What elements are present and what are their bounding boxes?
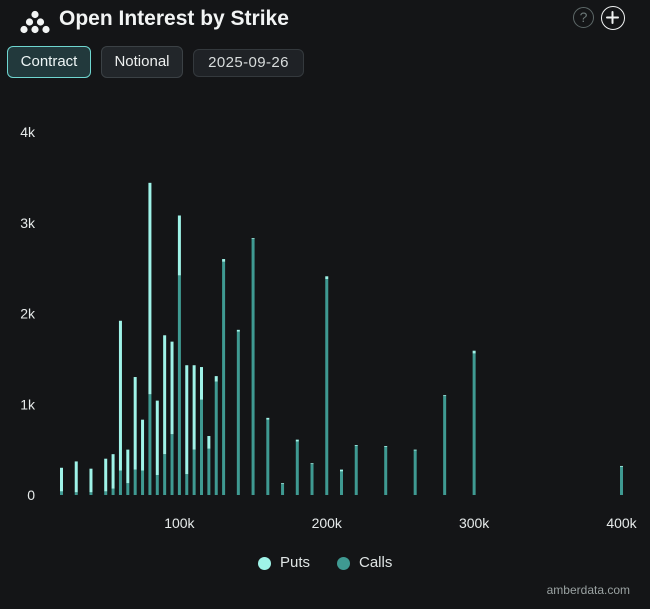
bar-calls bbox=[266, 419, 270, 495]
expiry-date-select[interactable]: 2025-09-26 bbox=[193, 49, 304, 77]
bar-puts bbox=[177, 215, 181, 276]
bar-puts bbox=[133, 377, 137, 470]
bar-puts bbox=[170, 341, 174, 435]
x-tick-label: 400k bbox=[606, 515, 637, 531]
watermark: amberdata.com bbox=[546, 583, 630, 597]
bar-puts bbox=[104, 458, 108, 492]
bar-puts bbox=[295, 439, 299, 442]
bar-puts bbox=[354, 445, 358, 446]
bar-puts bbox=[118, 320, 122, 471]
bar-calls bbox=[192, 449, 196, 495]
bar-puts bbox=[413, 449, 417, 451]
bar-puts bbox=[207, 436, 211, 449]
bar-calls bbox=[177, 275, 181, 495]
bar-puts bbox=[163, 335, 167, 455]
bar-puts bbox=[222, 259, 226, 262]
bar-puts bbox=[60, 467, 63, 492]
bar-puts bbox=[74, 461, 78, 493]
x-tick-label: 200k bbox=[312, 515, 343, 531]
y-tick-label: 0 bbox=[27, 487, 35, 503]
bar-puts bbox=[89, 468, 93, 493]
chart-legend: Puts Calls bbox=[0, 552, 650, 576]
bar-puts bbox=[325, 276, 329, 280]
bar-calls bbox=[163, 454, 167, 495]
open-interest-chart: 0 1k 2k 3k 4k 100k 200k 300k 400k bbox=[20, 124, 637, 531]
notional-toggle-button[interactable]: Notional bbox=[101, 46, 183, 78]
bar-calls bbox=[413, 450, 417, 495]
bar-puts bbox=[251, 238, 255, 240]
bar-puts bbox=[214, 376, 218, 382]
bar-calls bbox=[148, 394, 152, 495]
bar-calls bbox=[443, 396, 447, 495]
legend-swatch-puts bbox=[258, 557, 271, 570]
legend-label-calls: Calls bbox=[359, 554, 393, 571]
bar-calls bbox=[89, 492, 93, 495]
amberdata-logo-icon bbox=[20, 10, 50, 34]
bar-puts bbox=[141, 419, 145, 471]
bar-calls bbox=[310, 464, 314, 495]
bar-puts bbox=[266, 417, 270, 420]
bar-puts bbox=[155, 400, 159, 476]
bar-calls bbox=[281, 484, 285, 495]
legend-swatch-calls bbox=[337, 557, 350, 570]
bar-calls bbox=[236, 331, 240, 495]
y-tick-label: 4k bbox=[20, 124, 36, 140]
x-tick-label: 100k bbox=[164, 515, 195, 531]
bar-calls bbox=[295, 441, 299, 495]
help-circle-icon[interactable]: ? bbox=[573, 7, 594, 28]
bar-calls bbox=[340, 471, 343, 495]
bar-puts bbox=[126, 449, 130, 484]
plus-circle-icon[interactable] bbox=[601, 6, 625, 30]
bar-calls bbox=[60, 491, 63, 495]
contract-toggle-button[interactable]: Contract bbox=[7, 46, 91, 78]
y-tick-label: 1k bbox=[20, 396, 36, 412]
x-tick-label: 300k bbox=[459, 515, 490, 531]
bar-calls bbox=[384, 446, 388, 495]
bar-puts bbox=[443, 395, 447, 397]
bar-puts bbox=[384, 445, 388, 447]
bar-puts bbox=[281, 483, 285, 485]
bar-calls bbox=[251, 239, 255, 495]
bar-calls bbox=[111, 488, 115, 495]
bar-calls bbox=[214, 381, 218, 495]
bar-puts bbox=[185, 365, 189, 475]
bar-calls bbox=[74, 492, 78, 495]
chart-header: Open Interest by Strike ? bbox=[0, 0, 650, 42]
bar-calls bbox=[155, 475, 159, 495]
bar-calls bbox=[222, 261, 226, 495]
y-tick-label: 3k bbox=[20, 215, 36, 231]
chart-controls: Contract Notional 2025-09-26 bbox=[0, 46, 650, 80]
help-glyph: ? bbox=[579, 9, 588, 25]
bar-calls bbox=[133, 469, 137, 495]
bar-calls bbox=[620, 466, 623, 495]
bar-puts bbox=[148, 182, 152, 395]
bar-puts bbox=[236, 329, 240, 332]
bar-puts bbox=[192, 365, 196, 450]
bar-puts bbox=[200, 367, 203, 400]
bar-calls bbox=[200, 399, 203, 495]
legend-label-puts: Puts bbox=[280, 554, 311, 571]
bar-calls bbox=[141, 470, 145, 495]
chart-title: Open Interest by Strike bbox=[59, 7, 289, 30]
bar-calls bbox=[126, 483, 130, 495]
bar-calls bbox=[118, 470, 122, 495]
bar-puts bbox=[472, 350, 476, 354]
bar-calls bbox=[207, 448, 211, 495]
bar-puts bbox=[111, 454, 115, 489]
bar-calls bbox=[472, 353, 476, 495]
y-tick-label: 2k bbox=[20, 306, 36, 322]
bar-calls bbox=[354, 445, 358, 495]
bar-puts bbox=[340, 469, 343, 472]
bar-calls bbox=[104, 491, 108, 495]
bar-calls bbox=[170, 434, 174, 495]
bar-puts bbox=[310, 463, 314, 465]
bar-calls bbox=[325, 279, 329, 495]
bar-puts bbox=[620, 465, 623, 467]
bar-calls bbox=[185, 474, 189, 495]
